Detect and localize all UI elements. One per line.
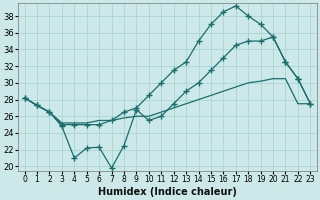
X-axis label: Humidex (Indice chaleur): Humidex (Indice chaleur) — [98, 187, 237, 197]
